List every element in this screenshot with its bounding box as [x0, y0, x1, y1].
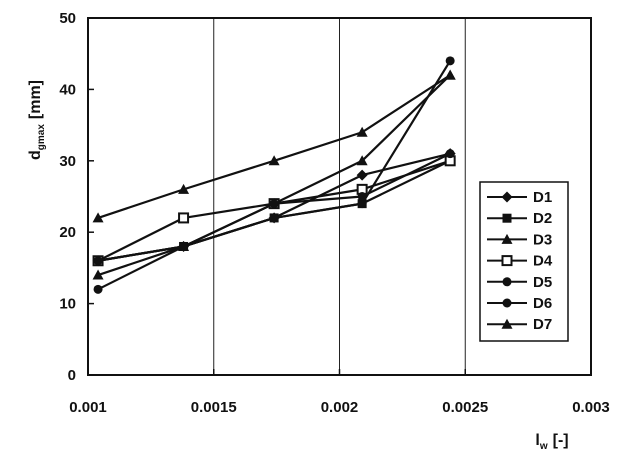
x-axis-title-sub: w [539, 441, 548, 452]
y-axis-title-sub: gmax [36, 124, 47, 151]
legend-label: D7 [533, 316, 552, 333]
legend-marker [501, 318, 513, 329]
legend-item: D2 [487, 210, 552, 227]
x-tick-label: 0.002 [321, 399, 359, 416]
x-axis-title-main: l [535, 432, 539, 449]
data-point [356, 126, 368, 137]
data-point [92, 212, 104, 223]
data-point [356, 155, 368, 166]
data-point [178, 183, 190, 194]
grid-lines [213, 18, 466, 375]
legend-item: D3 [487, 231, 552, 248]
series-d4 [92, 155, 456, 267]
legend-label: D6 [533, 295, 552, 312]
y-tick-label: 30 [59, 153, 76, 170]
x-tick-label: 0.001 [69, 399, 107, 416]
legend: D1 D2 D3 D4 D5 D6 D7 [479, 181, 569, 342]
series-line [97, 74, 451, 277]
data-point [92, 269, 104, 280]
legend-items: D1 D2 D3 D4 D5 D6 D7 [487, 189, 553, 333]
y-axis-title-main: d [27, 150, 44, 160]
y-tick-label: 0 [68, 367, 76, 384]
legend-label: D1 [533, 189, 552, 206]
data-point [269, 213, 279, 223]
series-d6 [93, 149, 455, 266]
legend-item: D1 [487, 189, 552, 206]
legend-marker [501, 233, 513, 244]
legend-marker [501, 191, 513, 203]
legend-marker [501, 255, 513, 267]
y-tick-label: 50 [59, 10, 76, 27]
x-tick-label: 0.0015 [191, 399, 237, 416]
legend-marker [502, 213, 512, 223]
x-tick-labels: 0.001 0.0015 0.002 0.0025 0.003 [69, 369, 610, 416]
y-axis-title-unit: [mm] [27, 80, 44, 119]
data-point [444, 69, 456, 80]
x-tick-label: 0.0025 [442, 399, 488, 416]
series-line [97, 60, 452, 291]
data-point [93, 284, 103, 294]
legend-marker [502, 277, 512, 287]
x-axis-title-unit: [-] [553, 432, 569, 449]
series-line [97, 159, 451, 262]
series-d2 [93, 156, 455, 266]
y-axis-title: dgmax [mm] [27, 80, 47, 160]
data-point [179, 241, 189, 251]
data-series [92, 56, 456, 294]
y-tick-label: 40 [59, 81, 76, 98]
legend-item: D4 [487, 253, 553, 270]
x-axis-title: lw [-] [535, 432, 568, 452]
data-point [445, 149, 455, 159]
data-point [357, 192, 367, 201]
legend-item: D7 [487, 316, 552, 333]
series-line [97, 159, 451, 262]
legend-label: D2 [533, 210, 552, 227]
data-point [445, 56, 455, 66]
data-point [356, 169, 368, 181]
x-tick-label: 0.003 [572, 399, 610, 416]
data-point [269, 199, 279, 209]
series-d3 [92, 69, 456, 280]
y-tick-label: 10 [59, 296, 76, 313]
y-tick-labels: 0 10 20 30 40 50 [59, 10, 94, 384]
y-tick-label: 20 [59, 224, 76, 241]
data-point [93, 256, 103, 266]
legend-label: D4 [533, 253, 553, 270]
legend-item: D5 [487, 274, 552, 291]
legend-label: D3 [533, 231, 552, 248]
data-point [268, 155, 280, 166]
data-point [178, 212, 190, 224]
legend-marker [502, 298, 512, 308]
series-d7 [92, 69, 456, 223]
legend-item: D6 [487, 295, 552, 312]
data-point [357, 199, 367, 209]
legend-label: D5 [533, 274, 552, 291]
